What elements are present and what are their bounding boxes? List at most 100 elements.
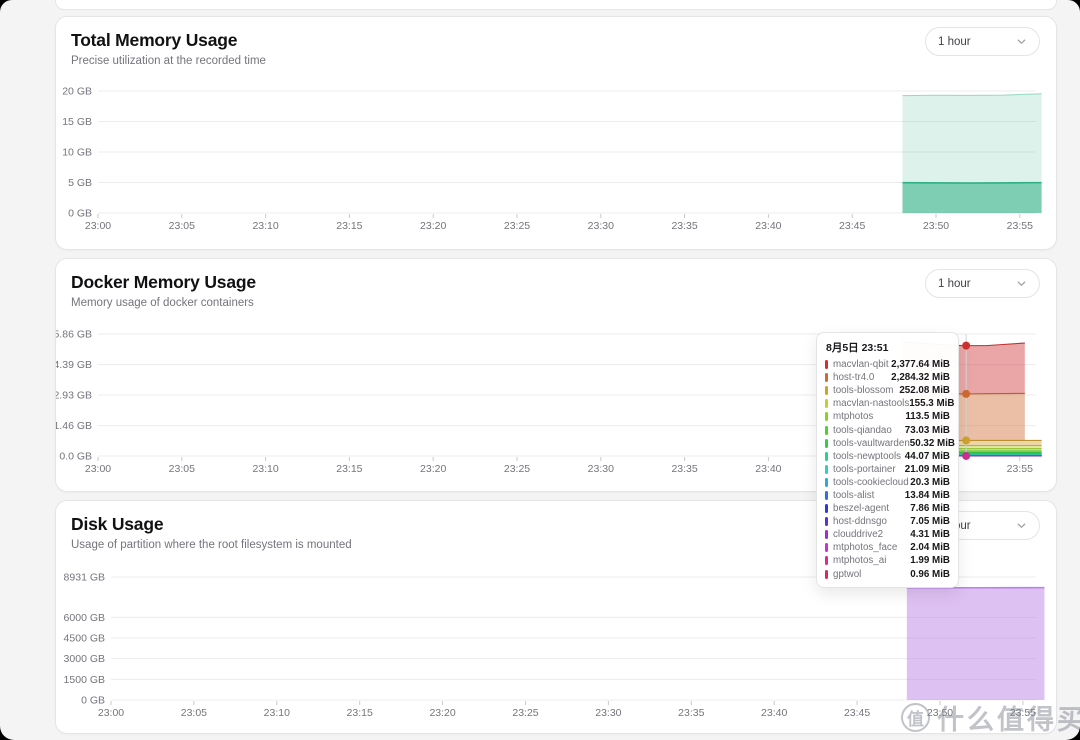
tooltip-row: clouddrive2 4.31 MiB [825, 528, 950, 541]
x-axis-label: 23:10 [264, 707, 290, 719]
container-memory-value: 0.96 MiB [910, 568, 950, 580]
y-axis-label: 8931 GB [64, 572, 105, 584]
series-color-marker [825, 543, 828, 553]
x-axis-label: 23:20 [429, 707, 455, 719]
y-axis-label: 3000 GB [64, 653, 105, 665]
x-axis-label: 23:45 [839, 220, 865, 232]
tooltip-row: beszel-agent 7.86 MiB [825, 502, 950, 515]
x-axis-label: 23:15 [347, 707, 373, 719]
tooltip-row: tools-cookiecloud 20.3 MiB [825, 476, 950, 489]
x-axis-label: 23:30 [588, 220, 614, 232]
container-name: gptwol [833, 568, 862, 580]
y-axis-label: 5 GB [68, 177, 92, 189]
container-memory-value: 7.05 MiB [910, 516, 950, 528]
x-axis-label: 23:25 [504, 463, 530, 475]
container-name: mtphotos_ai [833, 555, 887, 567]
x-axis-label: 23:15 [336, 220, 362, 232]
series-color-marker [825, 464, 828, 474]
chevron-down-icon [1017, 281, 1026, 286]
used-memory-area [902, 182, 1042, 213]
card-subtitle: Usage of partition where the root filesy… [71, 538, 352, 551]
total-memory-line [902, 93, 1042, 97]
x-axis-label: 23:25 [504, 220, 530, 232]
container-name: beszel-agent [833, 503, 890, 515]
container-memory-value: 155.3 MiB [909, 398, 955, 410]
x-axis-label: 23:05 [181, 707, 207, 719]
container-memory-value: 50.32 MiB [909, 437, 955, 449]
x-axis-label: 23:50 [923, 220, 949, 232]
x-axis-label: 23:35 [671, 463, 697, 475]
container-name: mtphotos_face [833, 542, 898, 554]
tooltip-row: tools-qiandao 73.03 MiB [825, 423, 950, 436]
tools-blossom-hover-dot [962, 436, 971, 445]
series-color-marker [825, 360, 828, 370]
x-axis-label: 23:55 [1010, 707, 1036, 719]
container-memory-value: 44.07 MiB [904, 450, 950, 462]
tooltip-row: tools-blossom 252.08 MiB [825, 384, 950, 397]
y-axis-label: 1.46 GB [56, 420, 92, 432]
container-name: host-tr4.0 [833, 372, 875, 384]
time-range-select[interactable]: 1 hour [925, 27, 1040, 56]
tooltip-row: mtphotos_face 2.04 MiB [825, 541, 950, 554]
y-axis-label: 1500 GB [64, 674, 105, 686]
container-name: macvlan-nastools [833, 398, 910, 410]
x-axis-label: 23:00 [85, 463, 111, 475]
chart-tooltip: 8月5日 23:51 macvlan-qbit 2,377.64 MiB host-… [816, 332, 959, 588]
card-subtitle: Memory usage of docker containers [71, 296, 254, 309]
x-axis-label: 23:10 [252, 220, 278, 232]
chevron-down-icon [1017, 523, 1026, 528]
series-color-marker [825, 386, 828, 396]
tooltip-row: tools-alist 13.84 MiB [825, 489, 950, 502]
x-axis-label: 23:20 [420, 220, 446, 232]
y-axis-label: 6000 GB [64, 612, 105, 624]
y-axis-label: 20 GB [62, 86, 92, 98]
container-name: tools-blossom [833, 385, 894, 397]
container-memory-value: 13.84 MiB [904, 489, 950, 501]
host-tr4.0-hover-dot [962, 389, 971, 398]
x-axis-label: 23:55 [1007, 463, 1033, 475]
card-title: Disk Usage [71, 514, 164, 534]
tooltip-row: host-tr4.0 2,284.32 MiB [825, 371, 950, 384]
y-axis-label: 4.39 GB [56, 359, 92, 371]
container-memory-value: 4.31 MiB [910, 529, 950, 541]
container-memory-value: 113.5 MiB [905, 411, 950, 423]
tooltip-row: gptwol 0.96 MiB [825, 568, 950, 581]
y-axis-label: 2.93 GB [56, 390, 92, 402]
container-memory-value: 21.09 MiB [904, 463, 950, 475]
container-name: tools-cookiecloud [833, 476, 909, 488]
container-name: macvlan-qbit [833, 359, 889, 371]
container-name: tools-vaultwarden [833, 437, 910, 449]
x-axis-label: 23:05 [169, 220, 195, 232]
container-memory-value: 7.86 MiB [910, 503, 950, 515]
tooltip-row: mtphotos 113.5 MiB [825, 410, 950, 423]
series-color-marker [825, 490, 828, 500]
time-range-select[interactable]: 1 hour [925, 269, 1040, 298]
card-title: Docker Memory Usage [71, 272, 256, 292]
time-range-value: 1 hour [938, 35, 971, 48]
x-axis-label: 23:15 [336, 463, 362, 475]
card-header: Total Memory Usage Precise utilization a… [56, 17, 1056, 67]
card-title: Total Memory Usage [71, 30, 238, 50]
series-color-marker [825, 399, 828, 409]
x-axis-label: 23:05 [169, 463, 195, 475]
x-axis-label: 23:55 [1007, 220, 1033, 232]
series-color-marker [825, 477, 828, 487]
y-axis-label: 0 GB [68, 208, 92, 220]
container-memory-value: 252.08 MiB [899, 385, 950, 397]
x-axis-label: 23:00 [85, 220, 111, 232]
tooltip-row: tools-portainer 21.09 MiB [825, 463, 950, 476]
x-axis-label: 23:40 [761, 707, 787, 719]
series-color-marker [825, 412, 828, 422]
series-color-marker [825, 530, 828, 540]
series-color-marker [825, 517, 828, 527]
x-axis-label: 23:35 [671, 220, 697, 232]
series-color-marker [825, 438, 828, 448]
series-color-marker [825, 569, 828, 579]
macvlan-qbit-hover-dot [962, 341, 971, 350]
series-color-marker [825, 451, 828, 461]
x-axis-label: 23:10 [252, 463, 278, 475]
disk-used-area [906, 587, 1045, 700]
